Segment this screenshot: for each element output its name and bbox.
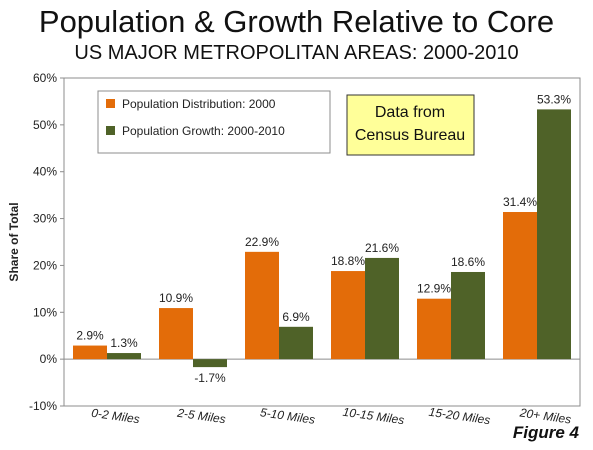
data-label: 21.6%: [365, 241, 399, 255]
bar-distribution: [159, 308, 193, 360]
data-label: 6.9%: [282, 310, 310, 324]
plot-area: [63, 77, 581, 407]
bar-growth: [451, 271, 485, 360]
x-tick-label: 10-15 Miles: [342, 405, 405, 427]
bar-growth: [107, 353, 141, 360]
y-tick-label: 20%: [33, 258, 57, 272]
data-label: 12.9%: [417, 282, 451, 296]
bar-growth: [279, 326, 313, 360]
bar-growth: [365, 257, 399, 360]
data-label: 22.9%: [245, 235, 279, 249]
y-tick-label: 40%: [33, 165, 57, 179]
y-tick-label: 50%: [33, 118, 57, 132]
bar-distribution: [417, 298, 451, 360]
note-text: Census Bureau: [355, 127, 465, 144]
data-label: 18.8%: [331, 254, 365, 268]
legend-box: [97, 90, 331, 154]
y-tick-label: 0%: [40, 352, 58, 366]
legend-label: Population Distribution: 2000: [122, 97, 276, 111]
legend-swatch: [106, 99, 115, 108]
data-label: 1.3%: [110, 336, 138, 350]
chart-subtitle: US MAJOR METROPOLITAN AREAS: 2000-2010: [74, 42, 519, 64]
legend-label: Population Growth: 2000-2010: [122, 124, 285, 138]
y-tick-label: 10%: [33, 305, 57, 319]
y-axis-title: Share of Total: [7, 202, 21, 281]
note-text: Data from: [375, 104, 445, 121]
bar-distribution: [503, 212, 537, 360]
y-tick-label: 30%: [33, 212, 57, 226]
bar-distribution: [73, 345, 107, 360]
data-label: -1.7%: [194, 371, 226, 385]
note-box: [346, 94, 475, 156]
data-label: 2.9%: [76, 329, 104, 343]
data-label: 10.9%: [159, 291, 193, 305]
x-tick-label: 5-10 Miles: [259, 405, 316, 427]
x-tick-label: 15-20 Miles: [428, 405, 491, 427]
data-label: 18.6%: [451, 255, 485, 269]
x-tick-label: 0-2 Miles: [90, 406, 140, 427]
data-label: 53.3%: [537, 92, 571, 106]
chart-title: Population & Growth Relative to Core: [38, 4, 555, 39]
x-tick-label: 2-5 Miles: [175, 406, 226, 427]
legend-swatch: [106, 126, 115, 135]
bar-growth: [193, 359, 227, 368]
bar-distribution: [245, 251, 279, 360]
bar-growth: [537, 109, 571, 360]
y-tick-label: -10%: [29, 399, 57, 413]
bar-distribution: [331, 271, 365, 360]
y-tick-label: 60%: [33, 71, 57, 85]
data-label: 31.4%: [503, 195, 537, 209]
figure-label: Figure 4: [512, 423, 579, 442]
